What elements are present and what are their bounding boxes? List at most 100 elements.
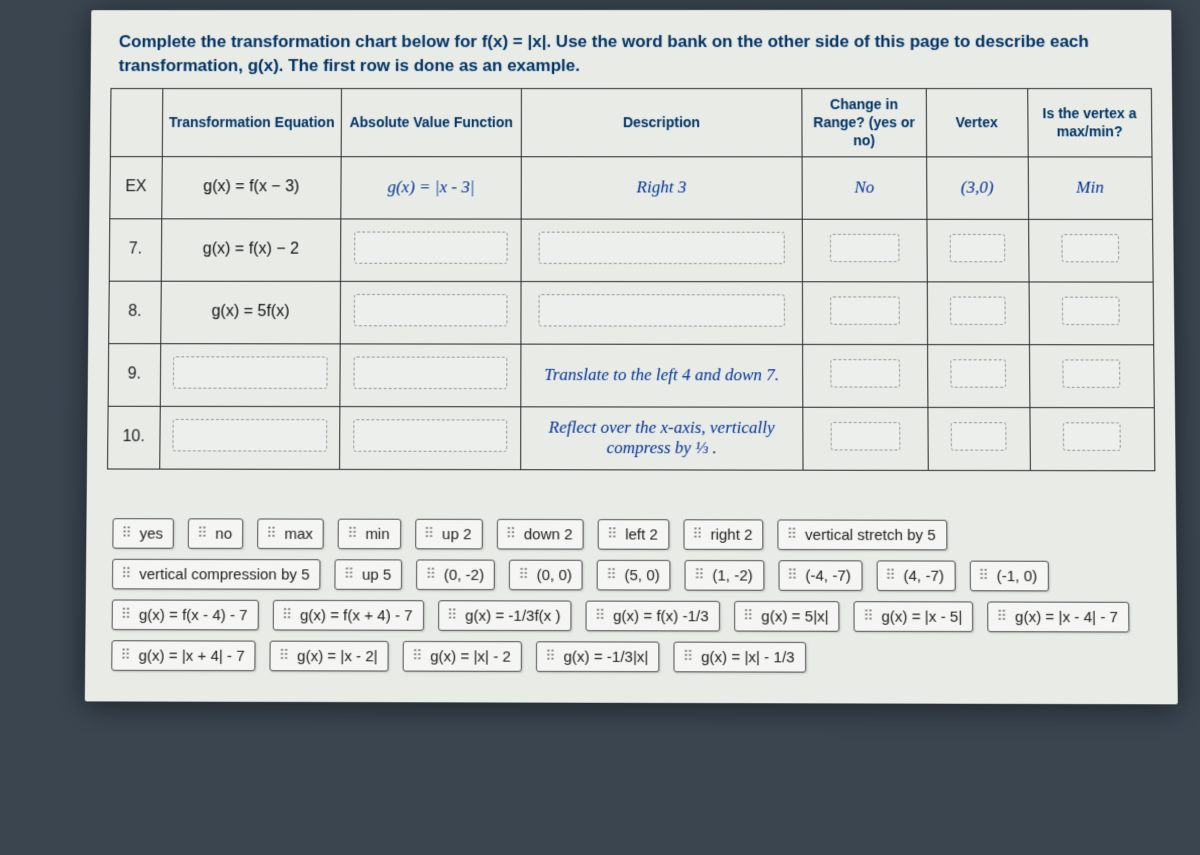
tile-g22[interactable]: g(x) = f(x) -1/3 <box>586 600 720 631</box>
dropzone[interactable] <box>1063 422 1121 451</box>
cell-8-maxmin[interactable] <box>1029 282 1154 345</box>
tile-m4m7[interactable]: (-4, -7) <box>778 560 862 591</box>
cell-8-vertex[interactable] <box>927 281 1029 344</box>
tile-label: vertical stretch by 5 <box>805 526 936 544</box>
dropzone[interactable] <box>831 422 900 451</box>
cell-10-maxmin[interactable] <box>1029 407 1154 470</box>
cell-9-maxmin[interactable] <box>1029 344 1154 407</box>
tile-g30[interactable]: g(x) = |x| - 1/3 <box>674 641 806 672</box>
cell-8-abs[interactable] <box>340 281 520 344</box>
dropzone[interactable] <box>950 296 1006 324</box>
dropzone[interactable] <box>173 356 327 389</box>
th-transformation: Transformation Equation <box>162 88 342 156</box>
tile-vcompress5[interactable]: vertical compression by 5 <box>112 558 321 589</box>
grip-icon <box>608 568 618 582</box>
dropzone[interactable] <box>950 234 1006 262</box>
tile-label: (1, -2) <box>712 567 752 584</box>
dropzone[interactable] <box>353 294 507 326</box>
cell-8-desc[interactable] <box>521 281 803 344</box>
grip-icon <box>520 568 530 582</box>
tile-50[interactable]: (5, 0) <box>597 559 671 590</box>
dropzone[interactable] <box>950 359 1006 387</box>
dropzone[interactable] <box>539 294 785 327</box>
tile-00[interactable]: (0, 0) <box>509 559 583 590</box>
cell-9-vertex[interactable] <box>927 344 1029 407</box>
dropzone[interactable] <box>1062 234 1120 262</box>
tile-g29[interactable]: g(x) = -1/3|x| <box>536 641 659 672</box>
tile-label: up 2 <box>442 526 471 543</box>
tile-label: (-4, -7) <box>805 567 851 584</box>
cell-10-trans[interactable] <box>159 406 340 469</box>
tile-left2[interactable]: left 2 <box>598 519 669 550</box>
tile-g27[interactable]: g(x) = |x - 2| <box>270 640 389 671</box>
grip-icon <box>597 609 607 623</box>
tile-label: yes <box>140 525 164 542</box>
dropzone[interactable] <box>1062 296 1120 324</box>
th-blank <box>110 88 162 156</box>
tile-vstretch5[interactable]: vertical stretch by 5 <box>778 519 947 550</box>
grip-icon <box>999 610 1009 624</box>
tile-label: g(x) = |x| - 2 <box>430 648 511 666</box>
tile-0m2[interactable]: (0, -2) <box>417 559 496 590</box>
tile-label: down 2 <box>524 526 573 543</box>
cell-ex-trans: g(x) = f(x − 3) <box>161 156 341 218</box>
tile-down2[interactable]: down 2 <box>497 519 584 550</box>
cell-8-range[interactable] <box>803 281 928 344</box>
cell-7-maxmin[interactable] <box>1028 219 1153 282</box>
grip-icon <box>865 609 875 623</box>
tile-label: g(x) = |x - 5| <box>881 608 962 626</box>
tile-label: g(x) = -1/3f(x ) <box>465 607 561 625</box>
dropzone[interactable] <box>173 419 327 452</box>
tile-label: vertical compression by 5 <box>139 566 309 584</box>
tile-g25[interactable]: g(x) = |x - 4| - 7 <box>988 601 1130 632</box>
tile-yes[interactable]: yes <box>112 518 174 549</box>
tile-1m2[interactable]: (1, -2) <box>685 560 764 591</box>
cell-10-abs[interactable] <box>340 406 521 469</box>
tile-g21[interactable]: g(x) = -1/3f(x ) <box>438 600 572 631</box>
tile-right2[interactable]: right 2 <box>683 519 764 550</box>
tile-g24[interactable]: g(x) = |x - 5| <box>854 601 974 632</box>
dropzone[interactable] <box>830 233 899 261</box>
cell-ex-vertex: (3,0) <box>926 156 1028 218</box>
tile-g28[interactable]: g(x) = |x| - 2 <box>403 641 522 672</box>
answer-bank: yes no max min up 2 down 2 left 2 right … <box>105 518 1157 673</box>
tile-g20[interactable]: g(x) = f(x + 4) - 7 <box>273 599 424 630</box>
cell-7-range[interactable] <box>802 219 926 282</box>
tile-label: min <box>365 525 389 542</box>
row-num-8: 8. <box>109 281 161 344</box>
dropzone[interactable] <box>353 356 507 389</box>
tile-max[interactable]: max <box>257 518 324 549</box>
tile-g23[interactable]: g(x) = 5|x| <box>734 600 840 631</box>
cell-7-abs[interactable] <box>341 219 521 282</box>
tile-label: g(x) = f(x + 4) - 7 <box>300 607 413 625</box>
cell-9-trans[interactable] <box>160 343 340 406</box>
cell-9-abs[interactable] <box>340 343 521 406</box>
grip-icon <box>980 569 990 583</box>
tile-g19[interactable]: g(x) = f(x - 4) - 7 <box>112 599 259 630</box>
tile-label: g(x) = f(x - 4) - 7 <box>139 606 248 624</box>
tile-4m7[interactable]: (4, -7) <box>876 560 955 591</box>
tile-min[interactable]: min <box>338 518 401 549</box>
cell-7-desc[interactable] <box>521 219 803 282</box>
instructions-text: Complete the transformation chart below … <box>110 30 1151 88</box>
th-vertex: Vertex <box>926 88 1028 156</box>
tile-up2[interactable]: up 2 <box>415 518 483 549</box>
dropzone[interactable] <box>354 231 508 263</box>
cell-7-vertex[interactable] <box>927 219 1029 282</box>
tile-m10[interactable]: (-1, 0) <box>969 560 1048 591</box>
table-header-row: Transformation Equation Absolute Value F… <box>110 88 1152 156</box>
dropzone[interactable] <box>830 296 899 324</box>
dropzone[interactable] <box>951 422 1007 451</box>
tile-up5[interactable]: up 5 <box>335 559 403 590</box>
tile-label: g(x) = |x - 4| - 7 <box>1015 608 1118 626</box>
dropzone[interactable] <box>830 359 899 387</box>
tile-no[interactable]: no <box>188 518 243 549</box>
tile-g26[interactable]: g(x) = |x + 4| - 7 <box>111 640 256 671</box>
cell-9-range[interactable] <box>803 344 928 407</box>
cell-10-range[interactable] <box>803 407 928 470</box>
dropzone[interactable] <box>353 419 507 452</box>
cell-10-vertex[interactable] <box>927 407 1029 470</box>
dropzone[interactable] <box>1063 359 1121 387</box>
grip-icon <box>284 608 294 622</box>
dropzone[interactable] <box>539 231 784 263</box>
